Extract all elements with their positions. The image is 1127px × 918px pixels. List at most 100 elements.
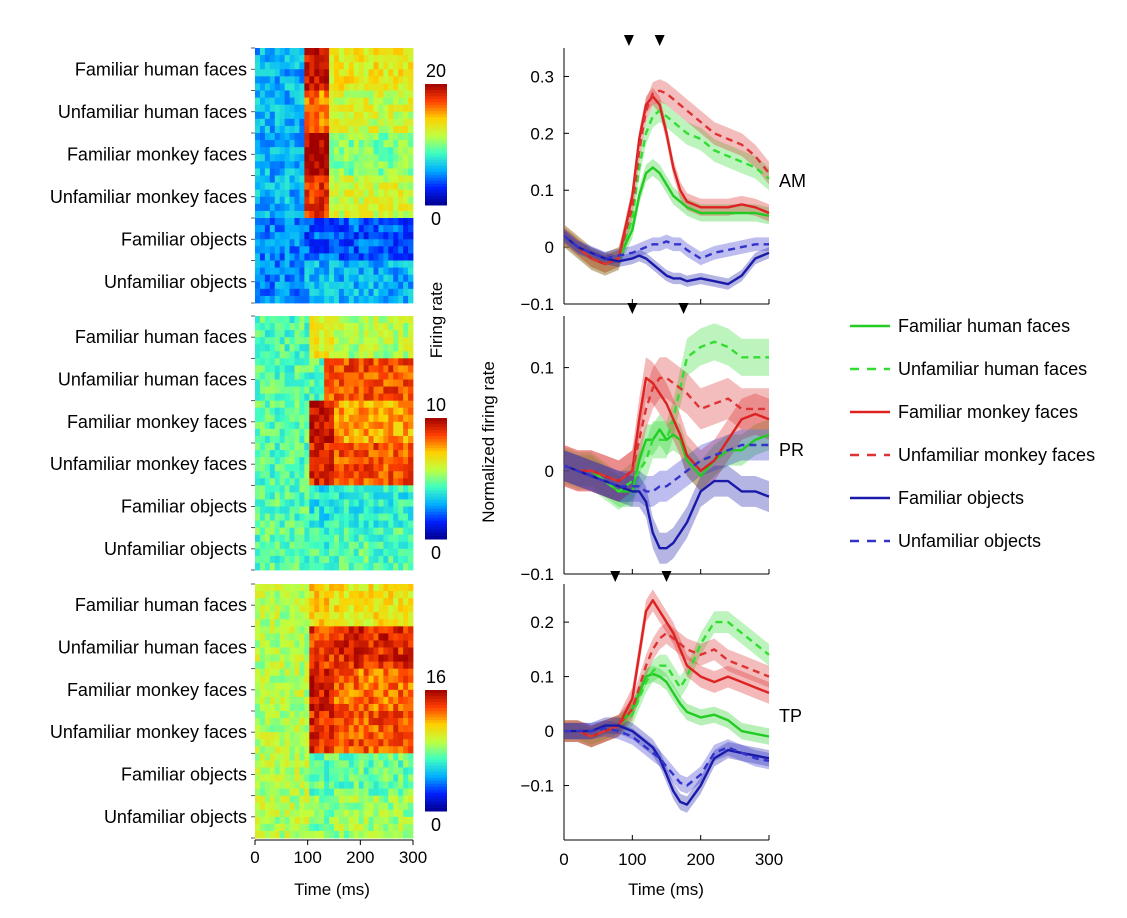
heatmap-cell	[274, 809, 281, 818]
heatmap-cell	[269, 499, 276, 507]
heatmap-cell	[279, 225, 286, 233]
heatmap-cell	[408, 647, 414, 655]
heatmap-cell	[294, 598, 300, 606]
heatmap-cell	[329, 168, 335, 176]
heatmap-cell	[324, 407, 330, 416]
heatmap-cell	[398, 83, 404, 91]
heatmap-cell	[284, 767, 290, 775]
heatmap-cell	[393, 612, 399, 620]
heatmap-cell	[353, 344, 360, 352]
heatmap-cell	[329, 90, 335, 98]
heatmap-cell	[368, 711, 374, 719]
heatmap-row-label: Unfamiliar monkey faces	[50, 454, 247, 474]
heatmap-cell	[294, 414, 300, 423]
heatmap-cell	[329, 809, 335, 818]
heatmap-cell	[319, 633, 325, 641]
heatmap-cell	[398, 661, 404, 670]
heatmap-cell	[314, 76, 320, 84]
heatmap-cell	[289, 781, 295, 790]
heatmap-cell	[294, 358, 300, 366]
heatmap-cell	[338, 83, 345, 91]
heatmap-cell	[324, 711, 330, 719]
heatmap-cell	[279, 246, 286, 254]
heatmap-cell	[284, 619, 290, 627]
heatmap-cell	[373, 133, 379, 141]
heatmap-cell	[393, 457, 399, 465]
heatmap-cell	[378, 802, 384, 811]
region-label: TP	[779, 706, 802, 726]
heatmap-cell	[274, 647, 281, 655]
heatmap-cell	[319, 753, 325, 761]
heatmap-cell	[309, 147, 315, 155]
heatmap-cell	[274, 182, 281, 191]
heatmap-cell	[309, 633, 315, 641]
heatmap-cell	[304, 499, 310, 507]
heatmap-cell	[383, 260, 389, 268]
heatmap-cell	[338, 626, 345, 634]
heatmap-cell	[358, 182, 365, 191]
heatmap-cell	[338, 344, 345, 352]
heatmap-cell	[378, 62, 384, 70]
heatmap-cell	[343, 90, 350, 98]
heatmap-cell	[363, 527, 369, 536]
heatmap-cell	[329, 739, 335, 747]
heatmap-cell	[259, 182, 266, 191]
heatmap-cell	[398, 393, 404, 402]
heatmap-cell	[353, 154, 360, 162]
heatmap-cell	[388, 711, 394, 719]
heatmap-cell	[314, 457, 320, 465]
heatmap-cell	[353, 428, 360, 437]
heatmap-cell	[388, 703, 394, 712]
heatmap-cell	[343, 267, 350, 276]
heatmap-cell	[324, 675, 330, 684]
heatmap-cell	[314, 323, 320, 331]
heatmap-cell	[368, 555, 374, 564]
heatmap-cell	[393, 351, 399, 359]
heatmap-cell	[294, 492, 300, 500]
heatmap-cell	[338, 76, 345, 84]
heatmap-cell	[284, 393, 290, 402]
heatmap-cell	[363, 640, 369, 648]
heatmap-cell	[294, 365, 300, 373]
heatmap-cell	[398, 689, 404, 698]
heatmap-cell	[284, 372, 290, 380]
heatmap-cell	[358, 767, 365, 775]
heatmap-cell	[403, 48, 409, 56]
heatmap-cell	[383, 337, 389, 345]
heatmap-cell	[408, 55, 414, 63]
heatmap-cell	[329, 612, 335, 620]
heatmap-cell	[274, 62, 281, 70]
heatmap-cell	[314, 562, 320, 571]
heatmap-cell	[279, 450, 286, 458]
heatmap-cell	[284, 647, 290, 655]
heatmap-cell	[274, 823, 281, 832]
heatmap-cell	[274, 661, 281, 670]
heatmap-cell	[279, 675, 286, 684]
heatmap-cell	[304, 97, 310, 106]
heatmap-cell	[289, 407, 295, 416]
heatmap-cell	[255, 654, 261, 663]
heatmap-cell	[343, 774, 350, 782]
heatmap-cell	[255, 703, 261, 712]
heatmap-cell	[363, 443, 369, 451]
heatmap-cell	[368, 168, 374, 176]
heatmap-cell	[264, 753, 271, 761]
heatmap-cell	[348, 55, 355, 63]
heatmap-cell	[329, 527, 335, 536]
heatmap-cell	[255, 379, 261, 387]
heatmap-cell	[314, 351, 320, 359]
heatmap-cell	[309, 774, 315, 782]
heatmap-cell	[314, 584, 320, 592]
heatmap-cell	[269, 253, 276, 261]
heatmap-cell	[368, 499, 374, 507]
heatmap-cell	[299, 210, 305, 219]
heatmap-cell	[319, 781, 325, 790]
heatmap-cell	[289, 555, 295, 564]
heatmap-cell	[383, 781, 389, 790]
heatmap-cell	[329, 330, 335, 338]
heatmap-cell	[408, 541, 414, 550]
heatmap-cell	[279, 407, 286, 416]
heatmap-cell	[289, 753, 295, 761]
heatmap-cell	[309, 379, 315, 387]
heatmap-cell	[343, 591, 350, 599]
